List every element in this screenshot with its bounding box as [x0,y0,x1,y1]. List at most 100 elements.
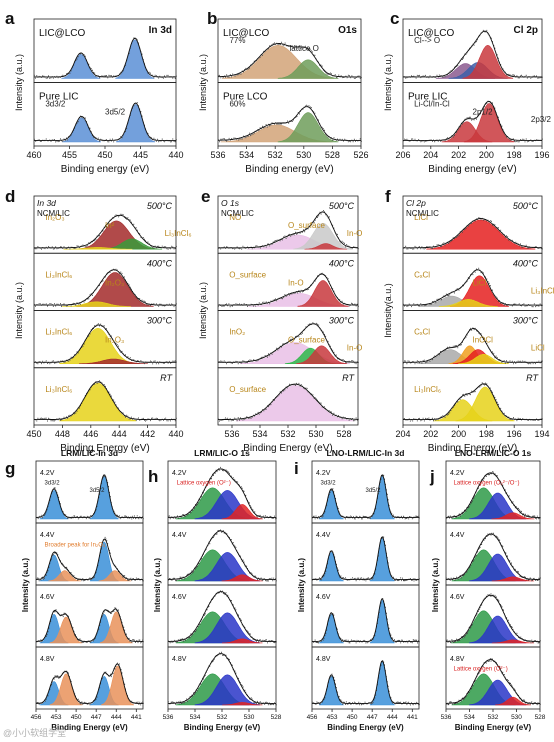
panel-title-e: O 1s [221,198,240,208]
panel-letter-g: g [5,459,15,478]
y-axis-label-e: Intensity (a.u.) [198,282,208,339]
x-tick-label: 528 [325,150,340,160]
peak-annotation: Li₃InCl₆ [45,270,72,279]
peak-annotation: 77% [229,36,245,45]
x-tick-label: 453 [327,714,338,721]
x-tick-label: 441 [407,714,418,721]
panel-title-j: LNO-LRM/LIC-O 1s [455,448,532,458]
panel-j: j LNO-LRM/LIC-O 1s 4.2V Lattice oxygen (O₂²… [429,448,546,732]
x-tick-label: 202 [451,150,466,160]
x-tick-label: 532 [217,714,228,721]
panel-g: g LRM/LIC-In 3d 4.2V 3d3/2 3d5/2 4.4V Broader … [5,448,144,732]
x-axis-label-c: Binding energy (eV) [428,164,516,175]
panel-letter-a: a [5,9,15,28]
peak-annotation: In-O [347,344,363,353]
x-tick-label: 441 [131,714,142,721]
envelope-e-0 [218,211,359,249]
peak-annotation: InO₂ [229,328,245,337]
envelope-j-3 [446,659,540,704]
stack-label: 4.4V [172,532,187,539]
envelope-g-2 [36,608,143,642]
fit-peak-j-2-2 [491,639,535,644]
stack-frame [217,82,362,147]
peak-annotation: 60% [229,100,245,109]
stack-label: RT [342,373,355,383]
fit-peak-j-2-1 [469,615,527,644]
y-axis-label-i: Intensity (a.u.) [297,558,306,613]
stack-label: 400°C [513,258,539,268]
panel-title-g: LRM/LIC-In 3d [61,448,118,458]
x-axis-label-f: Binding Energy (eV) [428,443,518,454]
x-tick-label: 536 [441,714,452,721]
stack-label: 4.4V [316,532,331,539]
envelope-f-2 [403,328,542,363]
x-tick-label: 530 [296,150,311,160]
panel-subtitle-e: NCM/LIC [221,209,254,218]
x-tick-label: 450 [26,429,41,439]
y-axis-label-c: Intensity (a.u.) [383,54,393,111]
y-axis-label-d: Intensity (a.u.) [14,282,24,339]
fit-peak-i-2-0 [319,614,344,644]
fit-peak-i-3-1 [369,662,395,706]
fit-peak-g-3-1 [49,673,83,706]
stack-frame [402,82,543,147]
fit-peak-f-3-1 [455,386,515,422]
fit-peak-h-1-2 [221,574,263,582]
x-tick-label: 534 [190,714,201,721]
stack-label: RT [160,373,173,383]
x-axis-label-i: Binding Energy (eV) [327,723,404,732]
x-tick-label: 534 [239,150,254,160]
stack-label: RT [526,373,539,383]
y-axis-label-g: Intensity (a.u.) [21,558,30,613]
x-tick-label: 450 [71,714,82,721]
peak-annotation: Lattice oxygen (O₂²⁻/O⁻) [454,481,520,487]
envelope-g-3 [36,663,143,704]
peak-annotation: LiCl [473,278,487,287]
fit-peak-e-0-1 [293,222,353,250]
peak-annotation: CₓCl [414,328,430,337]
stack-label: Pure LIC [39,92,78,103]
x-tick-label: 456 [307,714,318,721]
stack-label: Pure LCO [223,92,268,103]
envelope-i-0 [312,474,419,518]
peak-annotation: lattice O [290,44,319,53]
x-tick-label: 532 [268,150,283,160]
fit-peak-i-0-1 [369,476,395,520]
x-tick-label: 444 [111,714,122,721]
fit-peak-h-0-2 [221,504,263,520]
x-tick-label: 453 [51,714,62,721]
envelope-h-0 [168,468,276,518]
envelope-c-1 [403,100,542,141]
peak-annotation: In₂O₃ [105,336,124,345]
stack-label: 4.6V [450,594,465,601]
fit-peak-f-2-3 [458,354,509,365]
stack-label: 4.4V [40,532,55,539]
peak-annotation: 3d3/2 [321,481,337,487]
fit-peak-g-3-3 [101,665,134,706]
x-tick-label: 530 [511,714,522,721]
stack-label: LIC@LCO [223,28,269,39]
peak-annotation: 3d3/2 [45,481,61,487]
stack-frame [311,646,420,710]
peak-annotation: In₂O₃ [45,213,64,222]
x-tick-label: 204 [423,150,438,160]
envelope-i-3 [312,660,419,704]
x-tick-label: 447 [91,714,102,721]
fit-peak-d-0-2 [63,247,133,250]
peak-annotation: Li₃InCl₆ [45,385,72,394]
envelope-h-1 [168,530,276,580]
x-tick-label: 536 [224,429,239,439]
peak-annotation: Lattice oxygen (O²⁻) [177,481,231,487]
x-axis-label-j: Binding Energy (eV) [455,723,532,732]
panel-letter-j: j [429,467,435,486]
stack-label: Pure LIC [408,92,447,103]
peak-annotation: 2p1/2 [473,107,494,116]
raw-data-a-0 [34,37,177,79]
fit-peak-j-1-2 [491,576,535,582]
stack-label: LIC@LCO [408,28,454,39]
x-axis-label-b: Binding energy (eV) [245,164,333,175]
peak-annotation: LiCl [531,344,545,353]
peak-annotation: LiCl [414,213,428,222]
stack-label: 4.2V [316,470,331,477]
